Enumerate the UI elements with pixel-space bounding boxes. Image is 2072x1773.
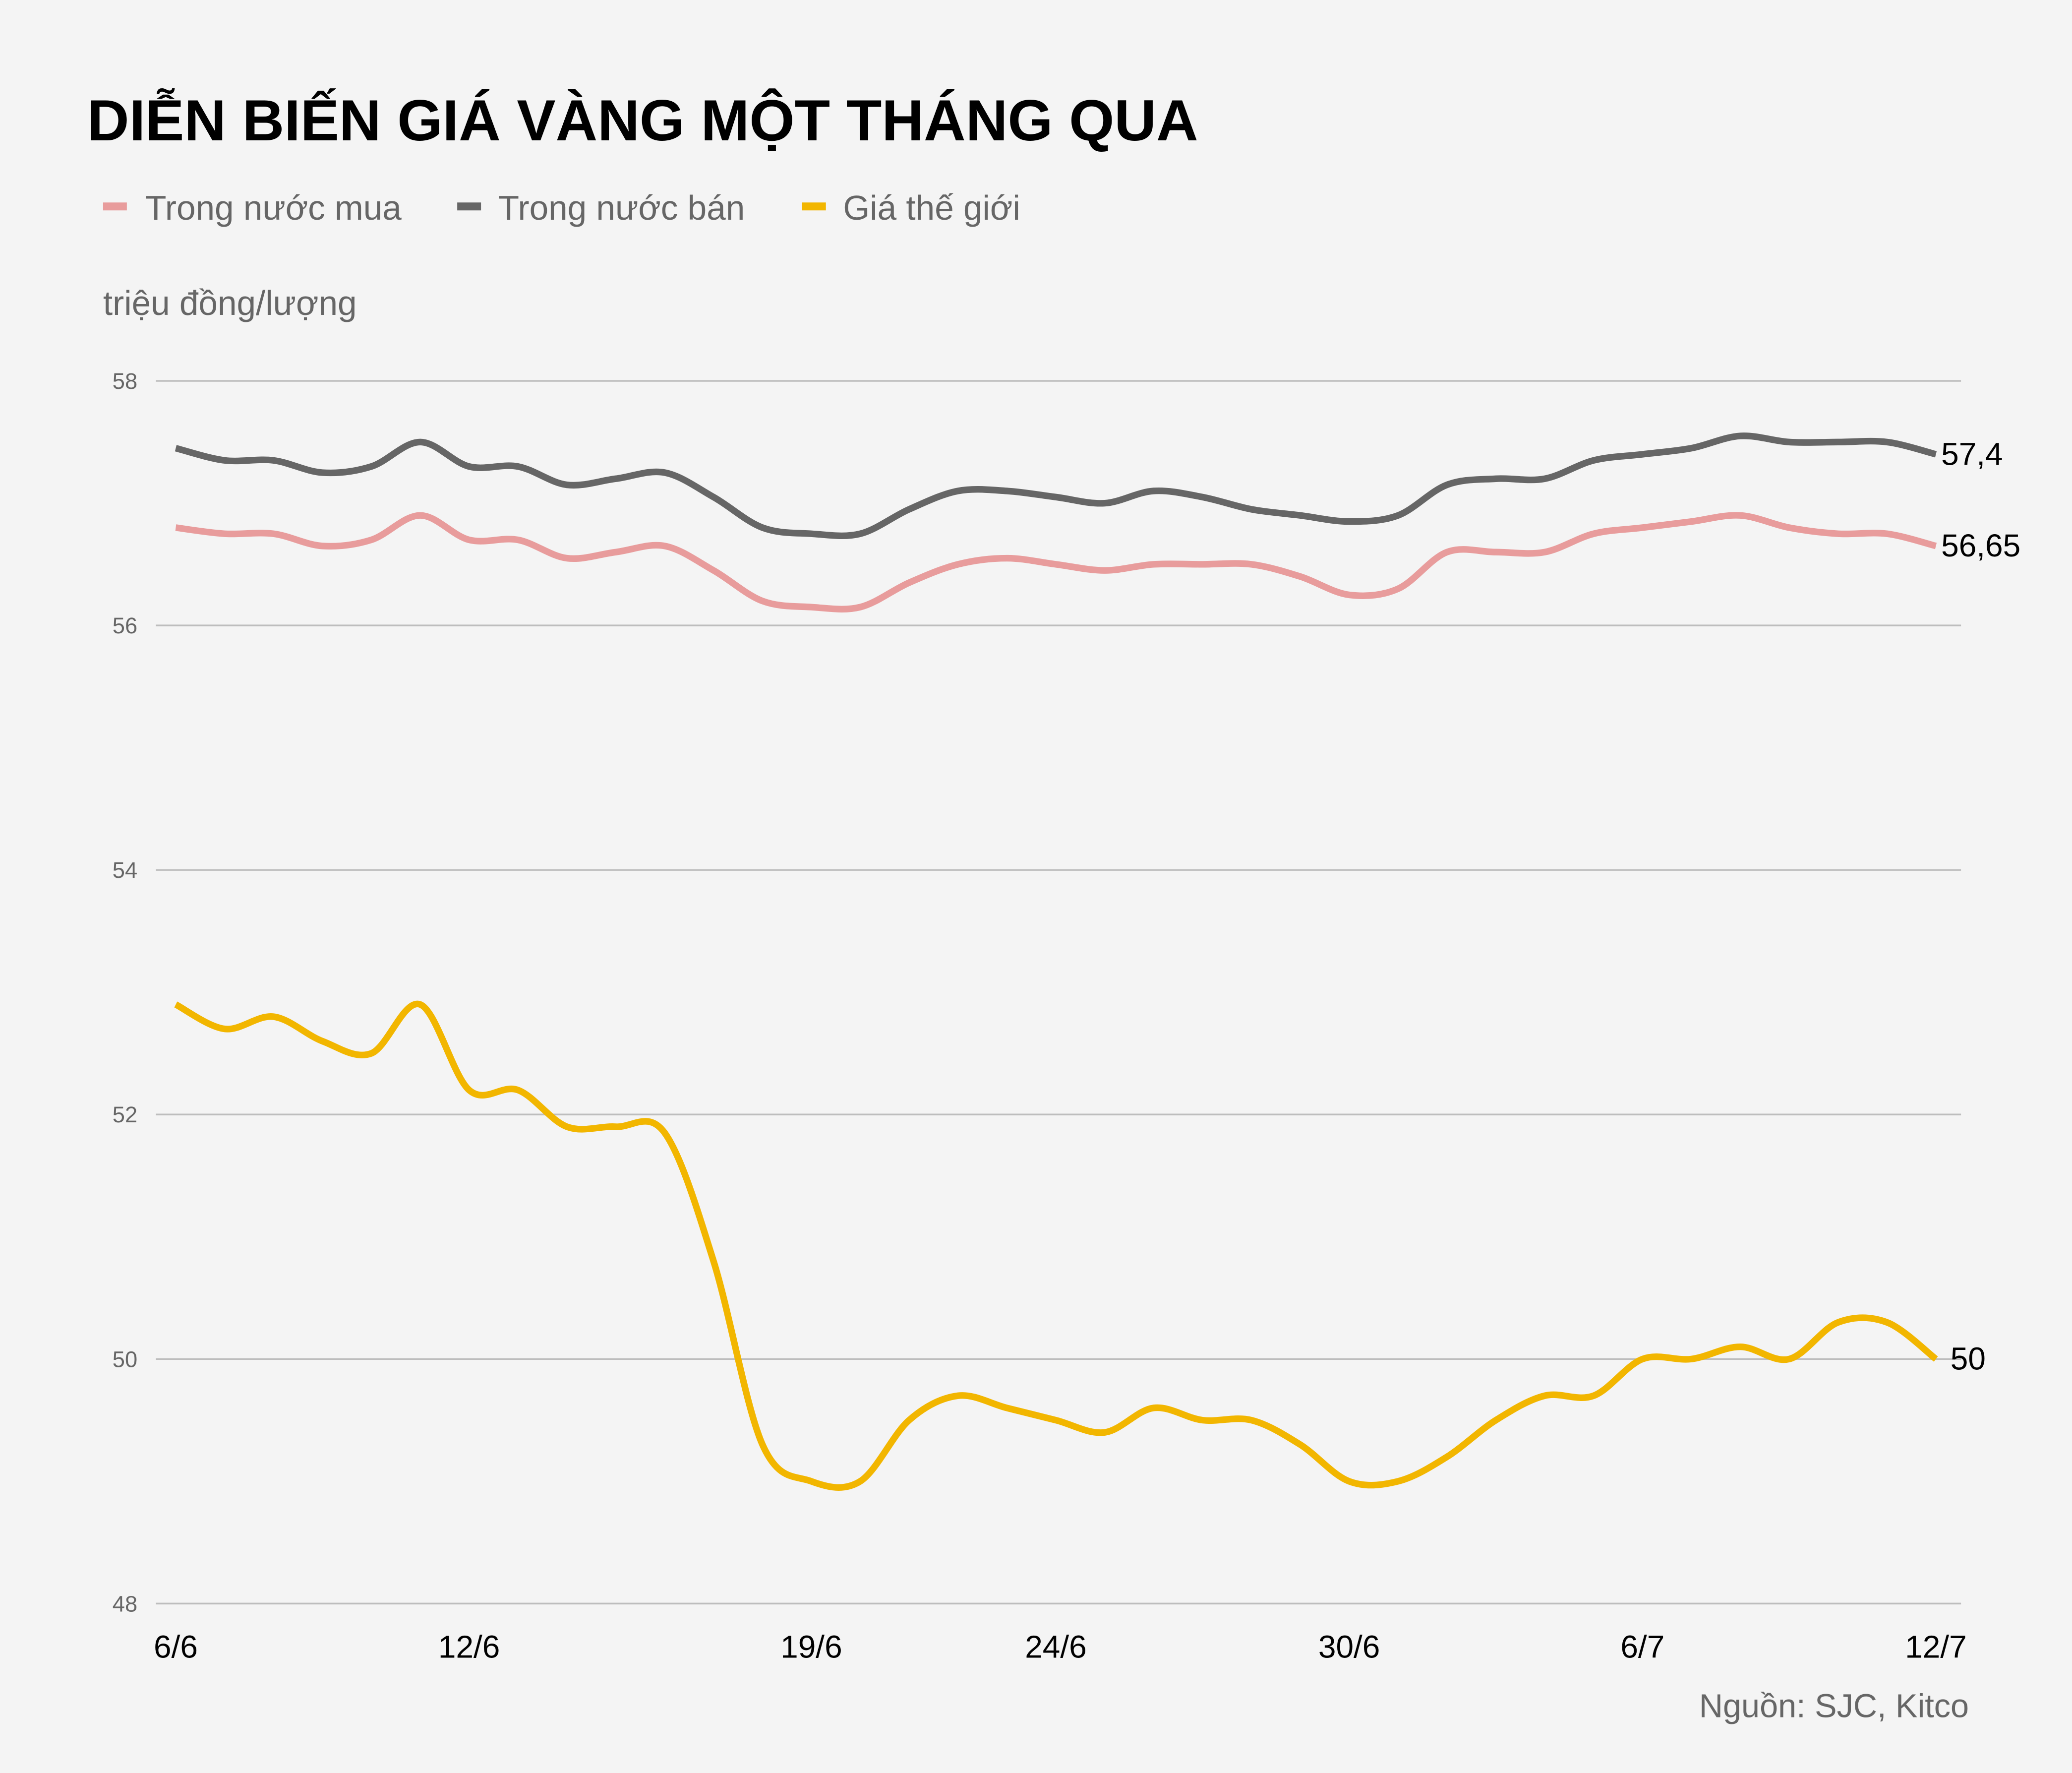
end-value-label: 50 bbox=[1951, 1341, 1986, 1377]
gridlines bbox=[156, 380, 1961, 1605]
x-tick-label: 24/6 bbox=[1025, 1629, 1086, 1665]
y-axis-unit-label: triệu đồng/lượng bbox=[103, 284, 357, 322]
legend-swatch-buy bbox=[103, 202, 127, 211]
series-line-2 bbox=[174, 1000, 1938, 1491]
legend-item-sell[interactable]: Trong nước bán bbox=[457, 188, 745, 227]
legend-swatch-sell bbox=[457, 202, 481, 211]
y-tick-label: 54 bbox=[113, 857, 137, 883]
x-tick-label: 12/6 bbox=[438, 1629, 500, 1665]
x-axis-ticks: 6/6 12/6 19/6 24/6 30/6 6/7 12/7 bbox=[154, 1629, 1967, 1665]
y-tick-label: 56 bbox=[113, 613, 137, 638]
chart-title: DIỄN BIẾN GIÁ VÀNG MỘT THÁNG QUA bbox=[87, 88, 1198, 153]
end-value-label: 56,65 bbox=[1941, 528, 2020, 563]
x-tick-label: 12/7 bbox=[1905, 1629, 1966, 1665]
legend-label-sell: Trong nước bán bbox=[498, 188, 745, 227]
x-tick-label: 19/6 bbox=[780, 1629, 842, 1665]
legend-label-buy: Trong nước mua bbox=[145, 188, 402, 227]
y-tick-label: 58 bbox=[113, 368, 137, 394]
series-line-1 bbox=[175, 432, 1937, 540]
y-tick-label: 50 bbox=[113, 1346, 137, 1372]
legend-item-world[interactable]: Giá thế giới bbox=[802, 188, 1020, 227]
end-value-label: 57,4 bbox=[1941, 436, 2003, 472]
y-tick-label: 48 bbox=[113, 1591, 137, 1616]
x-tick-label: 6/7 bbox=[1620, 1629, 1664, 1665]
y-tick-label: 52 bbox=[113, 1102, 137, 1127]
x-tick-label: 30/6 bbox=[1318, 1629, 1380, 1665]
series-line-0 bbox=[175, 512, 1937, 612]
source-note: Nguồn: SJC, Kitco bbox=[1699, 1688, 1969, 1725]
legend-item-buy[interactable]: Trong nước mua bbox=[103, 188, 402, 227]
y-axis-ticks: 58 56 54 52 50 48 bbox=[113, 368, 137, 1616]
legend: Trong nước mua Trong nước bán Giá thế gi… bbox=[103, 188, 1020, 227]
legend-label-world: Giá thế giới bbox=[843, 188, 1020, 227]
series-lines bbox=[174, 432, 1938, 1491]
legend-swatch-world bbox=[802, 202, 826, 211]
x-tick-label: 6/6 bbox=[154, 1629, 198, 1665]
end-labels: 56,65 57,4 50 bbox=[1941, 436, 2020, 1376]
